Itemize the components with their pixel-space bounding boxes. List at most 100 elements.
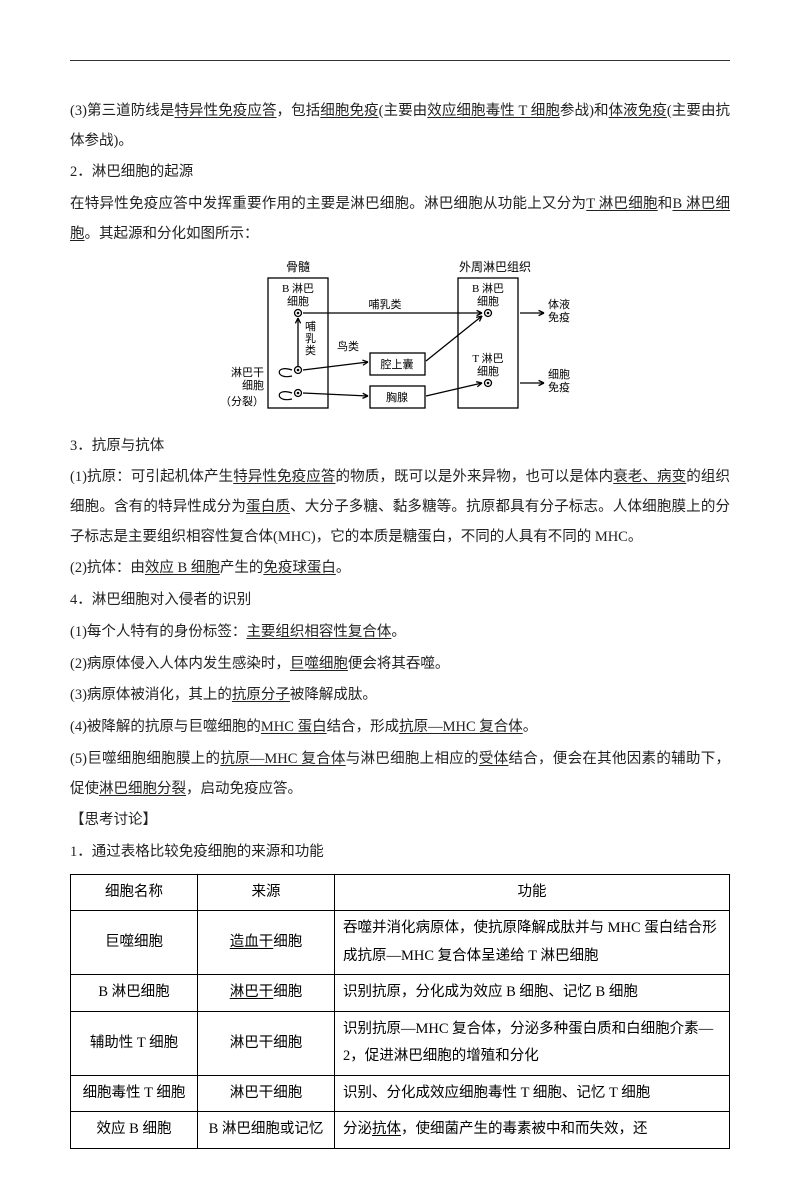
th-function: 功能 — [335, 874, 730, 911]
u-divide: 淋巴细胞分裂 — [99, 781, 186, 797]
cell-name: B 淋巴细胞 — [71, 975, 198, 1012]
svg-text:细胞: 细胞 — [287, 295, 309, 308]
svg-text:乳: 乳 — [305, 332, 316, 345]
text: 产生的 — [220, 560, 264, 576]
svg-text:淋巴干: 淋巴干 — [231, 366, 264, 379]
svg-text:胸腺: 胸腺 — [386, 390, 408, 404]
svg-text:腔上囊: 腔上囊 — [381, 357, 414, 371]
para-antibody: (2)抗体：由效应 B 细胞产生的免疫球蛋白。 — [70, 554, 730, 584]
table-row: B 淋巴细胞淋巴干细胞识别抗原，分化成为效应 B 细胞、记忆 B 细胞 — [71, 975, 730, 1012]
svg-text:类: 类 — [305, 343, 316, 357]
text: (5)巨噬细胞细胞膜上的 — [70, 751, 220, 767]
u-humoral: 体液免疫 — [609, 103, 667, 119]
text: (2)抗体：由 — [70, 560, 145, 576]
u-effector-b: 效应 B 细胞 — [145, 560, 220, 576]
text: 便会将其吞噬。 — [348, 656, 450, 672]
u-specific-response: 特异性免疫应答 — [233, 469, 335, 485]
cell-function: 识别抗原，分化成为效应 B 细胞、记忆 B 细胞 — [335, 975, 730, 1012]
para-origin: 在特异性免疫应答中发挥重要作用的主要是淋巴细胞。淋巴细胞从功能上又分为T 淋巴细… — [70, 190, 730, 249]
para-antigen: (1)抗原：可引起机体产生特异性免疫应答的物质，既可以是外来异物，也可以是体内衰… — [70, 463, 730, 552]
table-row: 效应 B 细胞B 淋巴细胞或记忆分泌抗体，使细菌产生的毒素被中和而失效，还 — [71, 1112, 730, 1149]
top-rule — [70, 60, 730, 61]
table-row: 辅助性 T 细胞淋巴干细胞识别抗原—MHC 复合体，分泌多种蛋白质和白细胞介素—… — [71, 1011, 730, 1075]
heading-origin: 2．淋巴细胞的起源 — [70, 158, 730, 188]
text: ，包括 — [277, 103, 321, 119]
svg-text:免疫: 免疫 — [548, 380, 570, 394]
text: 。 — [391, 624, 406, 640]
u-aging: 衰老、病变 — [613, 469, 686, 485]
text: (1)每个人特有的身份标签： — [70, 624, 246, 640]
document-page: (3)第三道防线是特异性免疫应答，包括细胞免疫(主要由效应细胞毒性 T 细胞参战… — [0, 0, 800, 1189]
table-row: 巨噬细胞造血干细胞吞噬并消化病原体，使抗原降解成肽并与 MHC 蛋白结合形成抗原… — [71, 911, 730, 975]
cell-name: 细胞毒性 T 细胞 — [71, 1075, 198, 1112]
u-antigen-mhc: 抗原—MHC 复合体 — [399, 719, 523, 735]
th-source: 来源 — [198, 874, 335, 911]
cell-source: 淋巴干细胞 — [198, 1075, 335, 1112]
text: ，启动免疫应答。 — [186, 781, 302, 797]
lymph-diagram: 骨髓外周淋巴组织B 淋巴细胞哺乳类淋巴干细胞（分裂）腔上囊胸腺鸟类哺乳类B 淋巴… — [70, 258, 730, 428]
cell-source: B 淋巴细胞或记忆 — [198, 1112, 335, 1149]
u-protein: 蛋白质 — [246, 499, 290, 515]
text: 与淋巴细胞上相应的 — [346, 751, 479, 767]
text: (3)第三道防线是 — [70, 103, 174, 119]
immune-cell-table: 细胞名称 来源 功能 巨噬细胞造血干细胞吞噬并消化病原体，使抗原降解成肽并与 M… — [70, 874, 730, 1149]
para-id-tag: (1)每个人特有的身份标签：主要组织相容性复合体。 — [70, 618, 730, 648]
u-macrophage: 巨噬细胞 — [290, 656, 348, 672]
u-receptor: 受体 — [479, 751, 509, 767]
svg-text:外周淋巴组织: 外周淋巴组织 — [459, 260, 531, 274]
svg-text:哺乳类: 哺乳类 — [369, 297, 402, 311]
para-3rd-defense: (3)第三道防线是特异性免疫应答，包括细胞免疫(主要由效应细胞毒性 T 细胞参战… — [70, 97, 730, 156]
svg-text:细胞: 细胞 — [242, 379, 264, 392]
cell-function: 识别抗原—MHC 复合体，分泌多种蛋白质和白细胞介素—2，促进淋巴细胞的增殖和分… — [335, 1011, 730, 1075]
svg-text:哺: 哺 — [305, 320, 316, 333]
text: (3)病原体被消化，其上的 — [70, 687, 232, 703]
para-mhc-complex: (4)被降解的抗原与巨噬细胞的MHC 蛋白结合，形成抗原—MHC 复合体。 — [70, 713, 730, 743]
svg-text:细胞: 细胞 — [477, 365, 499, 378]
svg-text:鸟类: 鸟类 — [337, 339, 359, 353]
svg-text:骨髓: 骨髓 — [286, 260, 310, 274]
cell-source: 造血干细胞 — [198, 911, 335, 975]
svg-text:B 淋巴: B 淋巴 — [472, 282, 504, 295]
cell-source: 淋巴干细胞 — [198, 1011, 335, 1075]
text: (1)抗原：可引起机体产生 — [70, 469, 233, 485]
cell-name: 效应 B 细胞 — [71, 1112, 198, 1149]
svg-text:免疫: 免疫 — [548, 310, 570, 324]
text: 。 — [336, 560, 351, 576]
u-mhc-protein: MHC 蛋白 — [261, 719, 327, 735]
u-specific-immune: 特异性免疫应答 — [174, 103, 276, 119]
text: 和 — [658, 196, 673, 212]
heading-recognition: 4．淋巴细胞对入侵者的识别 — [70, 586, 730, 616]
cell-source: 淋巴干细胞 — [198, 975, 335, 1012]
th-name: 细胞名称 — [71, 874, 198, 911]
svg-text:细胞: 细胞 — [548, 368, 570, 381]
u-complex: 抗原—MHC 复合体 — [220, 751, 345, 767]
para-receptor: (5)巨噬细胞细胞膜上的抗原—MHC 复合体与淋巴细胞上相应的受体结合，便会在其… — [70, 745, 730, 804]
text: 。 — [523, 719, 538, 735]
svg-text:T 淋巴: T 淋巴 — [472, 352, 503, 365]
diagram-svg: 骨髓外周淋巴组织B 淋巴细胞哺乳类淋巴干细胞（分裂）腔上囊胸腺鸟类哺乳类B 淋巴… — [220, 258, 580, 423]
heading-discuss: 【思考讨论】 — [70, 806, 730, 836]
para-macrophage: (2)病原体侵入人体内发生感染时，巨噬细胞便会将其吞噬。 — [70, 650, 730, 680]
para-digest: (3)病原体被消化，其上的抗原分子被降解成肽。 — [70, 681, 730, 711]
cell-function: 分泌抗体，使细菌产生的毒素被中和而失效，还 — [335, 1112, 730, 1149]
u-t-lymph: T 淋巴细胞 — [586, 196, 657, 212]
table-row: 细胞毒性 T 细胞淋巴干细胞识别、分化成效应细胞毒性 T 细胞、记忆 T 细胞 — [71, 1075, 730, 1112]
u-immunoglobulin: 免疫球蛋白 — [263, 560, 336, 576]
text: 结合，形成 — [327, 719, 400, 735]
text: 。其起源和分化如图所示： — [85, 226, 259, 242]
svg-text:（分裂）: （分裂） — [220, 395, 264, 408]
cell-name: 巨噬细胞 — [71, 911, 198, 975]
text: (4)被降解的抗原与巨噬细胞的 — [70, 719, 261, 735]
cell-function: 吞噬并消化病原体，使抗原降解成肽并与 MHC 蛋白结合形成抗原—MHC 复合体呈… — [335, 911, 730, 975]
table-header-row: 细胞名称 来源 功能 — [71, 874, 730, 911]
cell-function: 识别、分化成效应细胞毒性 T 细胞、记忆 T 细胞 — [335, 1075, 730, 1112]
text: (2)病原体侵入人体内发生感染时， — [70, 656, 290, 672]
text: (主要由 — [379, 103, 428, 119]
u-antigen-mol: 抗原分子 — [232, 687, 290, 703]
heading-antigen: 3．抗原与抗体 — [70, 432, 730, 462]
svg-text:细胞: 细胞 — [477, 295, 499, 308]
svg-text:B 淋巴: B 淋巴 — [282, 282, 314, 295]
u-effector-t: 效应细胞毒性 T 细胞 — [427, 103, 560, 119]
text: 参战)和 — [560, 103, 609, 119]
para-table-intro: 1．通过表格比较免疫细胞的来源和功能 — [70, 838, 730, 868]
